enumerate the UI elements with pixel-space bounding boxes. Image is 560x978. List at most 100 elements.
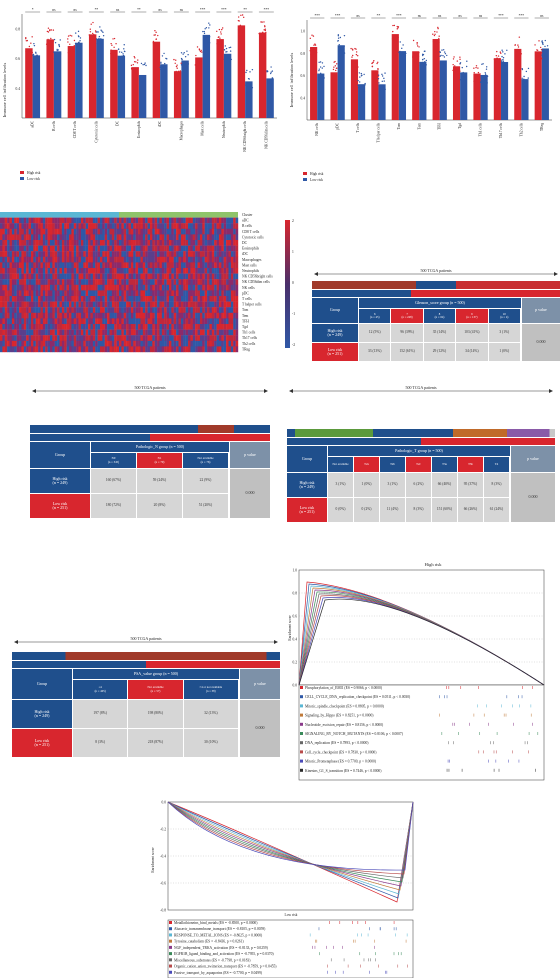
bar-low — [317, 73, 325, 120]
gsea-tick: 0.0 — [293, 684, 298, 688]
bar-low — [245, 81, 253, 118]
column-header: >4 or not available (n = 38) — [183, 680, 238, 699]
sig-label: *** — [396, 14, 402, 18]
gene-set-label: RESPONSE_TO_METAL_IONS (ES = -0.8625, p … — [174, 933, 263, 938]
cell-label: NK CD56dim cells — [264, 120, 268, 148]
bar-low — [378, 84, 386, 120]
cell-label: B cells — [52, 120, 56, 130]
heatmap-row-label: aDC — [242, 219, 249, 223]
enrichment-curve — [298, 595, 545, 686]
cell-label: T cells — [356, 122, 360, 132]
svg-text:Enrichment score: Enrichment score — [151, 847, 155, 873]
color-scale — [285, 220, 290, 348]
sig-label: *** — [519, 14, 525, 18]
enrichment-curve — [298, 585, 545, 686]
sig-label: *** — [335, 14, 341, 18]
scale-tick: -1 — [292, 312, 295, 316]
table-cell: 103 (41%) — [456, 324, 488, 342]
bar-high — [473, 73, 481, 120]
enrichment-curve — [298, 597, 545, 686]
svg-text:Enrichment score: Enrichment score — [288, 615, 292, 641]
ylabel-a: Immune cell infiltration levels — [2, 62, 7, 117]
heatmap-row-label: DC — [242, 241, 248, 245]
gene-set-label: Tyrosine_catabolism (ES = -0.8436, p = 0… — [174, 940, 244, 945]
heatmap-row-label: B cells — [242, 224, 252, 228]
bar-high — [173, 71, 182, 118]
bar-low — [96, 38, 104, 119]
bar-low — [223, 53, 232, 118]
enrichment-curve — [167, 801, 414, 879]
cluster-bar-a — [0, 212, 119, 218]
gsea-low-risk: Enrichment score 0.0 -0.2 -0.4 -0.6 -0.8 Low… — [151, 801, 414, 978]
enrichment-curve — [167, 801, 414, 903]
cell-label: T helper cells — [376, 122, 380, 142]
gsea-high-risk: High risk Enrichment score 1.0 0.8 0.6 0.4 0… — [288, 562, 545, 781]
heatmap-row-label: Cluster — [242, 213, 253, 217]
gsea-tick: -0.8 — [160, 909, 166, 913]
sig-label: *** — [315, 14, 321, 18]
gsea-tick: 0.8 — [293, 592, 298, 596]
column-header: 6 (n = 45) — [359, 309, 391, 323]
bar-low — [439, 60, 447, 120]
bar-high — [131, 67, 139, 118]
gene-set-label: EGFR1B_ligand_binding_and_activation (ES… — [174, 952, 274, 957]
column-header: 7 (n = 248) — [391, 309, 423, 323]
bar-low — [460, 72, 468, 120]
bar-high — [493, 58, 501, 120]
bar-high — [391, 34, 399, 120]
column-header: T2c — [406, 457, 431, 472]
heatmap-row-label: NK CD56dim cells — [242, 280, 270, 284]
bar-high — [195, 57, 203, 118]
enrichment-curve — [167, 801, 414, 871]
cell-label: Tcm — [397, 123, 401, 130]
sig-label: *** — [200, 8, 206, 12]
bar-high — [67, 46, 76, 118]
bar-low — [32, 55, 41, 118]
enrichment-curve — [298, 593, 545, 686]
table-cell: 0 (0%) — [328, 498, 353, 522]
sig-label: ns — [52, 8, 56, 12]
table-cell: 61 (24%) — [484, 498, 509, 522]
enrichment-curve — [167, 801, 414, 899]
bar-low — [480, 74, 488, 120]
gene-set-label: Organic_cation_anion_zwitterion_transpor… — [174, 965, 277, 970]
scale-tick: 1 — [292, 250, 294, 254]
gene-set-label: Signaling_by_Hippo (ES = 0.8251, p = 0.0… — [305, 714, 374, 719]
gsea-tick: 0.6 — [293, 615, 298, 619]
gene-set-label: Metallothioneins_bind_metals (ES = -0.85… — [174, 921, 258, 926]
sig-label: ns — [116, 8, 120, 12]
heatmap-row-label: Mast cells — [242, 263, 257, 267]
svg-text:Low risk: Low risk — [310, 178, 323, 182]
heatmap-row-label: NK CD56bright cells — [242, 275, 273, 279]
cell-label: CD8 T cells — [73, 120, 77, 138]
column-header: 9 (n = 137) — [456, 309, 488, 323]
sig-label: ** — [95, 8, 99, 12]
table-cell: 66 (26%) — [458, 498, 483, 522]
column-header: 8 (n = 64) — [423, 309, 456, 323]
gene-set-label: Abacavir_transmembrane_transport (ES = -… — [174, 927, 266, 932]
bar-low — [202, 34, 211, 118]
cell-label: aDC — [31, 120, 35, 127]
cell-label: Th17 cells — [499, 122, 503, 138]
gleason-table: 500 TCGA patients Group Gleason_score gr… — [312, 268, 560, 361]
table-cell: 33 (13%) — [359, 343, 391, 361]
tick-label: 1.0 — [301, 30, 306, 34]
column-header: T3a — [432, 457, 457, 472]
bar-low — [266, 78, 274, 118]
table-cell: 3 (1%) — [380, 473, 405, 497]
table-cell: 8 (3%) — [484, 473, 509, 497]
enrichment-curve — [298, 598, 545, 686]
gsea-tick: 0.4 — [293, 638, 298, 642]
bar-high — [412, 51, 420, 120]
bar-high — [46, 39, 54, 119]
cell-label: Neutrophils — [222, 120, 226, 138]
cell-label: Tgd — [458, 123, 462, 129]
bar-low — [358, 84, 366, 120]
sig-label: ns — [418, 14, 422, 18]
sig-label: * — [32, 8, 34, 12]
gsea-high-title: High risk — [425, 562, 443, 567]
cell-label: Mast cells — [201, 120, 205, 135]
heatmap-row-label: Cytotoxic cells — [242, 235, 264, 239]
enrichment-curve — [167, 801, 414, 891]
